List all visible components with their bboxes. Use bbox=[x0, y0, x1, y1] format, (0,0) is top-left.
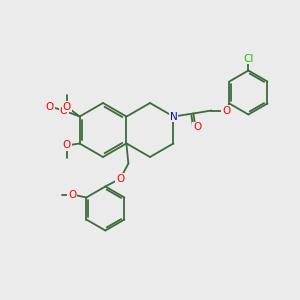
Text: O: O bbox=[68, 190, 76, 200]
Text: O: O bbox=[193, 122, 202, 133]
Text: O: O bbox=[46, 103, 54, 112]
Text: O: O bbox=[222, 106, 230, 116]
Text: O: O bbox=[59, 106, 68, 116]
Text: O: O bbox=[62, 101, 71, 112]
Text: O: O bbox=[62, 140, 71, 151]
Text: N: N bbox=[169, 112, 177, 122]
Text: O: O bbox=[116, 173, 124, 184]
Text: Cl: Cl bbox=[243, 53, 254, 64]
